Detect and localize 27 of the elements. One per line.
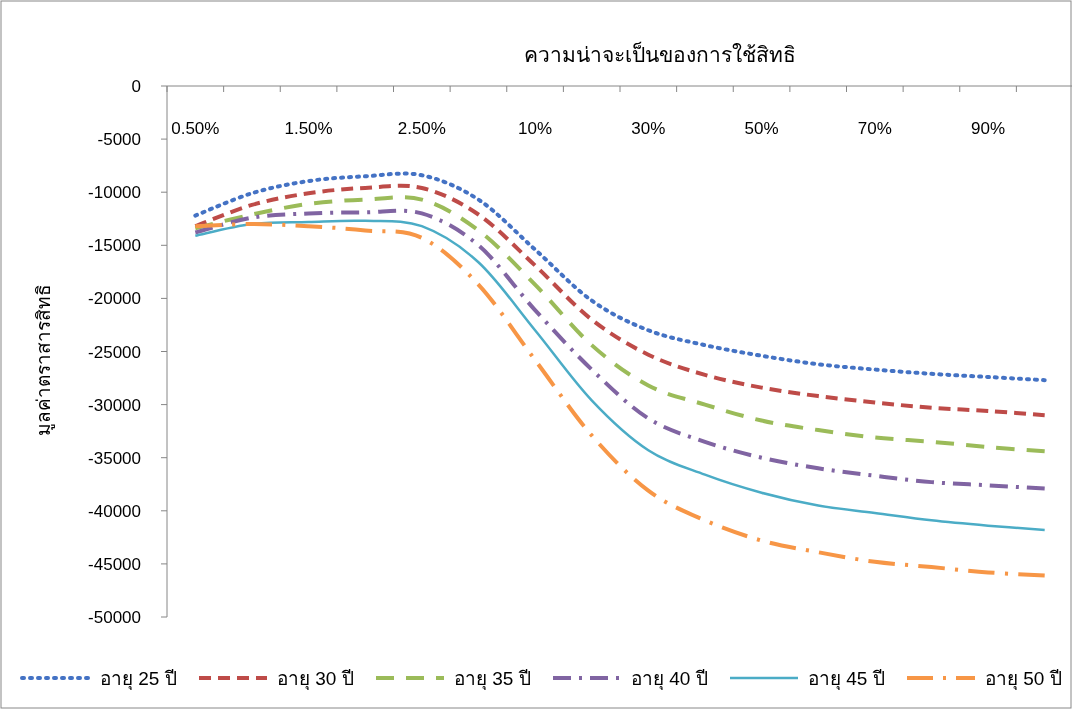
x-tick-label: 1.50% <box>284 119 333 138</box>
y-tick-label: -5000 <box>97 130 141 150</box>
legend-label: อายุ 25 ปี <box>100 668 177 691</box>
legend-label: อายุ 35 ปี <box>454 668 531 691</box>
legend-label: อายุ 45 ปี <box>808 668 885 691</box>
x-tick-label: 70% <box>857 119 892 138</box>
x-tick-label: 0.50% <box>171 119 220 138</box>
legend-label: อายุ 30 ปี <box>277 668 354 691</box>
chart-title: ความน่าจะเป็นของการใช้สิทธิ <box>524 41 796 66</box>
x-tick-label: 10% <box>518 119 553 138</box>
y-tick-label: -45000 <box>88 554 141 574</box>
y-tick-label: -30000 <box>88 395 141 415</box>
y-tick-label: -25000 <box>88 342 141 362</box>
x-tick-label: 2.50% <box>397 119 446 138</box>
y-tick-label: 0 <box>131 77 141 96</box>
legend-label: อายุ 50 ปี <box>985 668 1062 691</box>
y-tick-label: -15000 <box>88 236 141 256</box>
y-tick-label: -20000 <box>88 289 141 309</box>
x-tick-label: 30% <box>631 119 666 138</box>
y-tick-label: -40000 <box>88 501 141 521</box>
x-tick-label: 90% <box>971 119 1006 138</box>
y-tick-label: -10000 <box>88 183 141 203</box>
y-tick-label: -50000 <box>88 608 141 627</box>
legend-label: อายุ 40 ปี <box>631 668 708 691</box>
y-axis-title: มูลค่าตราสารสิทธิ <box>33 283 55 436</box>
x-tick-label: 50% <box>744 119 779 138</box>
y-tick-label: -35000 <box>88 448 141 468</box>
